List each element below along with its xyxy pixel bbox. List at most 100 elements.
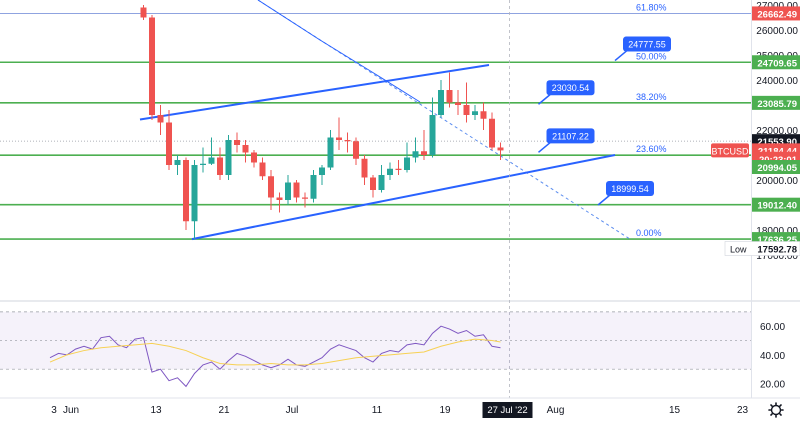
candle-body — [268, 176, 274, 198]
upper-trendline — [139, 64, 490, 121]
candle-body — [242, 145, 249, 153]
price-label-box — [752, 197, 800, 212]
x-tick-label: Jun — [63, 405, 79, 416]
price-label: 17636.25 — [757, 235, 797, 246]
rsi-line — [49, 325, 501, 388]
candle-body — [480, 111, 487, 119]
price-label-box — [752, 95, 800, 110]
candle-body — [353, 141, 359, 159]
candle-body — [378, 175, 385, 190]
candle-body — [463, 105, 470, 115]
candle-body — [336, 137, 342, 140]
callout-label: 18999.54 — [611, 184, 649, 194]
x-tick-label: Aug — [547, 405, 565, 416]
price-label: 19012.40 — [757, 201, 797, 212]
candle-body — [344, 140, 351, 142]
candle-body — [259, 162, 266, 177]
price-label: 21553.90 — [757, 137, 797, 148]
price-pane[interactable]: 17000.0018000.0019000.0020000.0021000.00… — [0, 0, 800, 398]
y-tick-label: 17000.00 — [756, 251, 798, 262]
candle-body — [438, 90, 444, 115]
rsi-y-tick: 60.00 — [760, 322, 785, 333]
rsi-y-tick: 20.00 — [760, 380, 785, 391]
price-label-box — [752, 6, 800, 21]
price-label-box — [752, 55, 800, 70]
x-tick-label: 19 — [439, 405, 451, 416]
candle-body — [429, 115, 436, 155]
current-date-box — [482, 402, 533, 418]
x-tick-label: 3 — [51, 405, 57, 416]
price-label: 23085.79 — [757, 99, 797, 110]
candle-body — [370, 177, 376, 190]
y-tick-label: 22000.00 — [756, 126, 798, 137]
candle-body — [251, 152, 257, 163]
candle-body — [166, 122, 172, 165]
price-label: 20994.05 — [757, 163, 797, 174]
candle-body — [302, 197, 308, 199]
candle-body — [174, 160, 181, 165]
candle-body — [387, 168, 393, 175]
callout-pointer — [538, 141, 551, 153]
rsi-pane[interactable]: 20.00 40.00 60.00 — [0, 311, 785, 391]
candle-body — [191, 165, 198, 222]
candle-body — [225, 140, 232, 175]
callout-pointer — [597, 194, 611, 206]
callout-pointer — [614, 49, 628, 62]
time-axis[interactable]: 3Jun1321Jul1119Aug1523Se27 Jul '22 — [0, 397, 800, 418]
candle-body — [310, 175, 317, 199]
candle-body — [183, 160, 189, 222]
candle-body — [361, 158, 368, 178]
price-label: 26662.49 — [757, 9, 797, 20]
candle-body — [327, 137, 334, 168]
x-tick-label: 15 — [669, 405, 681, 416]
callout-box — [606, 181, 654, 197]
fib-level-label: 50.00% — [636, 51, 667, 61]
callout-label: 23030.54 — [552, 83, 590, 93]
candle-body — [446, 90, 453, 103]
fib-level-label: 38.20% — [636, 92, 667, 102]
candle-body — [217, 157, 223, 175]
callout-pointer — [538, 93, 551, 105]
x-tick-label: Jul — [286, 405, 299, 416]
candle-body — [395, 168, 402, 170]
candle-body — [497, 147, 504, 151]
candle-body — [293, 182, 300, 198]
y-tick-label: 20000.00 — [756, 176, 798, 187]
current-date-label: 27 Jul '22 — [487, 405, 527, 416]
y-tick-label: 26000.00 — [756, 26, 798, 37]
candle-body — [208, 157, 215, 164]
candle-body — [157, 115, 164, 123]
low-label-prefix: Low — [730, 245, 747, 255]
y-tick-label: 24000.00 — [756, 76, 798, 87]
candle-body — [319, 167, 325, 175]
callout-box — [623, 36, 671, 52]
chart-settings-icon[interactable] — [768, 402, 784, 418]
candle-body — [200, 163, 206, 165]
rsi-y-tick: 40.00 — [760, 351, 785, 362]
candle-body — [404, 157, 410, 170]
y-tick-label: 18000.00 — [756, 226, 798, 237]
candle-body — [455, 102, 461, 105]
candle-body — [234, 140, 240, 145]
callout-box — [546, 128, 595, 144]
candle-body — [421, 151, 427, 155]
low-label-box — [724, 241, 800, 256]
lower-trendline — [191, 154, 616, 241]
x-tick-label: 23 — [737, 405, 749, 416]
moving-average-line — [257, 0, 421, 103]
x-tick-label: 13 — [150, 405, 162, 416]
x-tick-label: 21 — [218, 405, 230, 416]
candle-body — [149, 17, 155, 115]
fib-level-label: 61.80% — [636, 2, 667, 12]
candle-body — [140, 7, 147, 18]
symbol-tag-label: BTCUSD — [711, 146, 749, 156]
callout-label: 21107.22 — [552, 131, 589, 141]
x-tick-label: 11 — [372, 405, 383, 416]
candle-body — [472, 111, 478, 115]
callout-label: 24777.55 — [628, 40, 666, 50]
candle-body — [412, 151, 419, 158]
callout-box — [546, 80, 595, 96]
candle-body — [276, 197, 283, 200]
symbol-tag-box — [711, 143, 749, 158]
